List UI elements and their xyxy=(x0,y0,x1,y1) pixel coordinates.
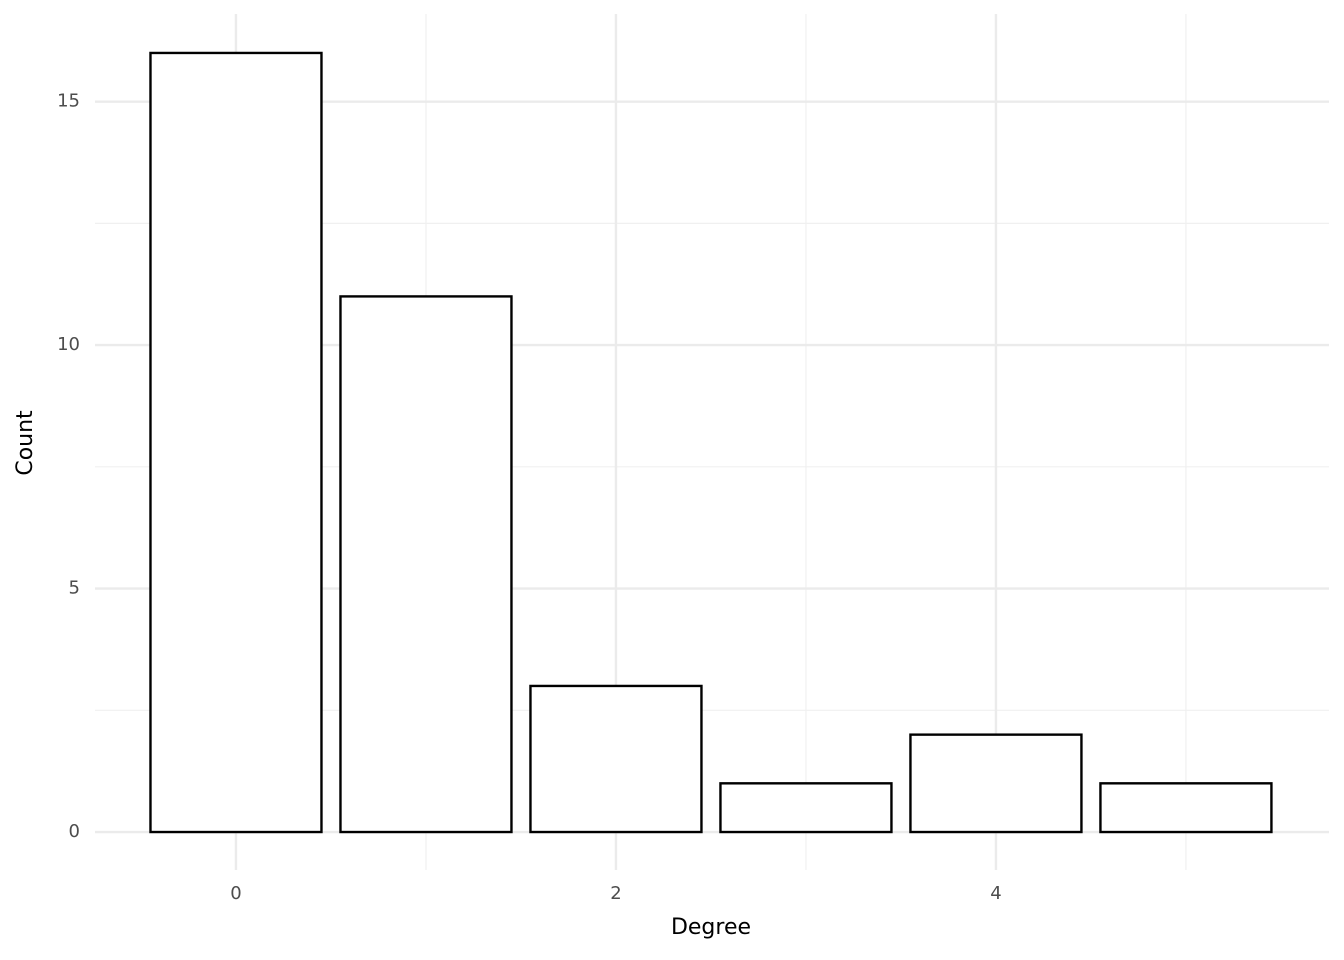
bar xyxy=(149,51,323,834)
bar xyxy=(529,684,703,834)
x-tick-label: 0 xyxy=(230,883,241,904)
y-tick-label: 15 xyxy=(57,91,80,112)
bar xyxy=(909,733,1083,834)
x-axis-title: Degree xyxy=(671,915,751,940)
bar xyxy=(339,295,513,834)
bar xyxy=(719,782,893,834)
y-axis-title: Count xyxy=(13,410,38,476)
x-tick-label: 4 xyxy=(990,883,1001,904)
y-tick-label: 0 xyxy=(69,821,80,842)
y-tick-label: 10 xyxy=(57,334,80,355)
x-tick-label: 2 xyxy=(610,883,621,904)
y-tick-label: 5 xyxy=(69,578,80,599)
bar xyxy=(1099,782,1273,834)
